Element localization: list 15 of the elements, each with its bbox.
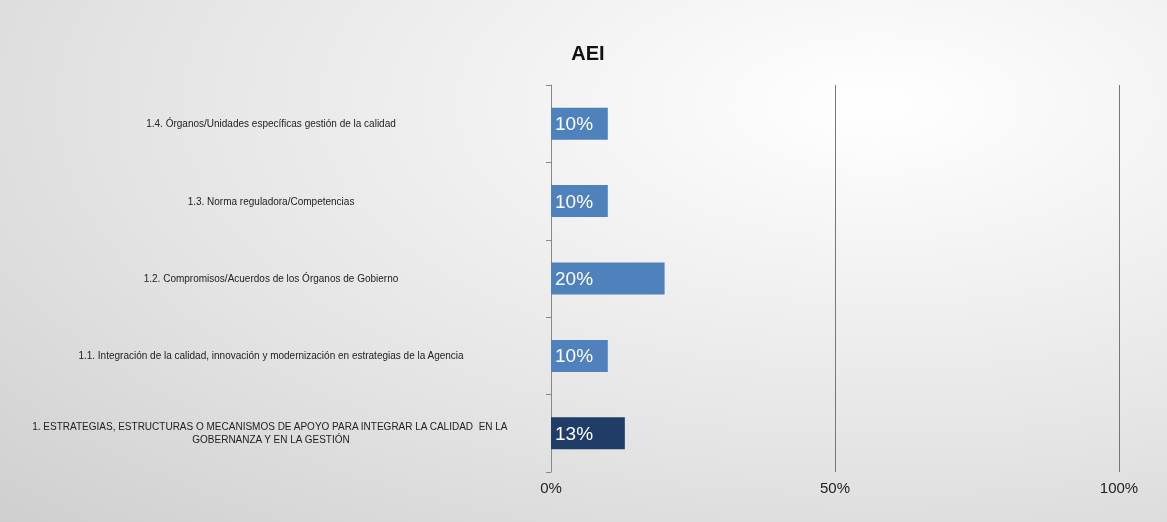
data-label: 10% [555, 190, 594, 212]
bar [551, 262, 665, 295]
data-label: 10% [555, 113, 594, 135]
data-label: 20% [555, 268, 594, 289]
x-tick-label: 0% [540, 479, 562, 496]
y-tick-label: 1. ESTRATEGIAS, ESTRUCTURAS O MECANISMOS DE APOYO PARA INTEGRAR LA CALIDAD EN LA GOBERNANZA Y EN LA GESTIÓN [32, 421, 510, 446]
y-tick-label: 1.4. Órganos/Unidades específicas gestión de la calidad [146, 117, 396, 130]
chart-title: AEI [571, 42, 605, 64]
x-tick-label: 50% [819, 479, 851, 496]
y-tick-label: 1.3. Norma reguladora/Competencias [187, 195, 355, 207]
y-tick-label: 1.1. Integración de la calidad, innovación y modernización en estrategias de la Agencia [78, 350, 465, 362]
x-tick-label: 100% [1099, 479, 1139, 496]
y-tick-label: 1.2. Compromisos/Acuerdos de los Órganos de Gobierno [143, 272, 399, 284]
data-label: 13% [555, 422, 594, 444]
data-label: 10% [555, 345, 594, 367]
